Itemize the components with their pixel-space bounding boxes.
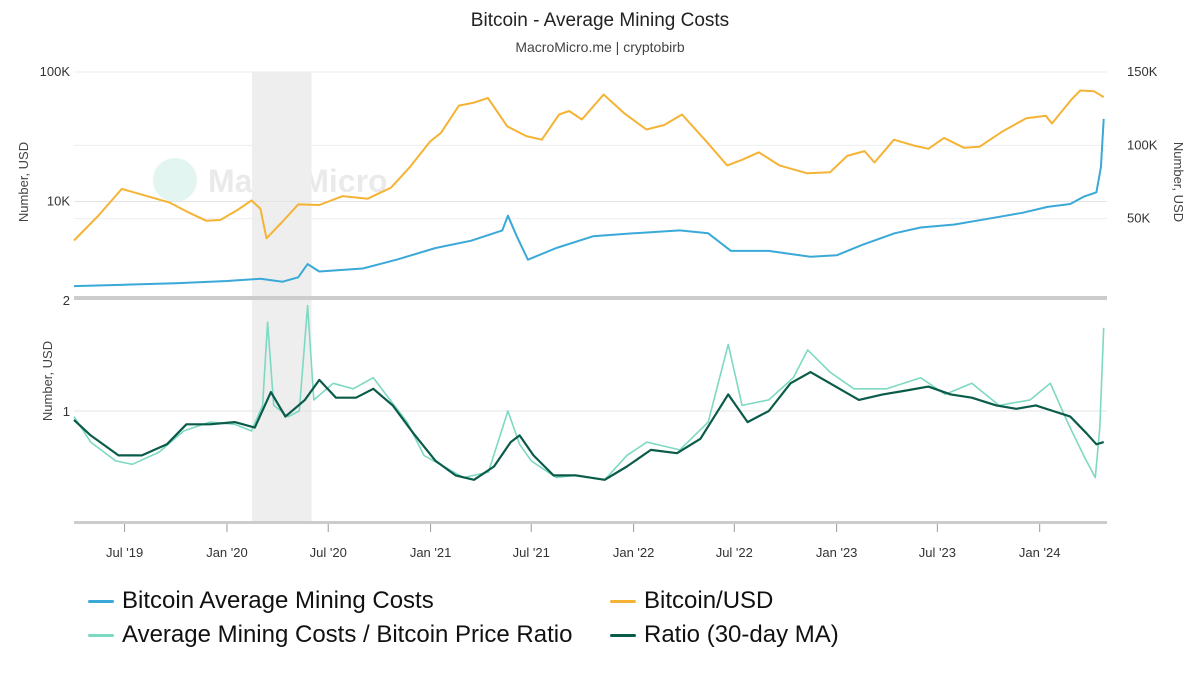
- bottom-tick-label: 1: [63, 404, 70, 419]
- series-line-mining-costs: [73, 118, 1105, 288]
- series-line-bitcoin-usd: [73, 89, 1105, 242]
- series-line-ratio-ma: [73, 371, 1105, 481]
- bottom-tick-label: 2: [63, 293, 70, 308]
- x-tick-label: Jul '21: [513, 545, 550, 560]
- legend-label-ratio: Average Mining Costs / Bitcoin Price Rat…: [122, 621, 573, 648]
- top-left-tick-label: 100K: [40, 64, 71, 79]
- chart-svg: Bitcoin - Average Mining Costs MacroMicr…: [16, 10, 1186, 560]
- legend-label-bitcoin-usd: Bitcoin/USD: [644, 587, 774, 614]
- legend-swatch-bitcoin-usd: [610, 599, 636, 603]
- watermark-icon: [153, 158, 197, 202]
- x-tick-label: Jul '23: [919, 545, 956, 560]
- top-left-axis-title: Number, USD: [16, 142, 31, 222]
- series-layer: [73, 89, 1105, 481]
- legend-swatch-ratio-ma: [610, 633, 636, 637]
- grid-layer: [74, 71, 1107, 412]
- axis-layer: 100K 10K 150K 100K 50K 2 1 Jul '19 Jan '20 Jul '2…: [16, 64, 1186, 560]
- top-right-axis-title: Number, USD: [1171, 142, 1186, 222]
- series-line-ratio: [73, 304, 1105, 481]
- legend-label-mining-costs: Bitcoin Average Mining Costs: [122, 587, 434, 614]
- top-right-tick-label: 150K: [1127, 64, 1158, 79]
- panel-separator: [74, 296, 1107, 300]
- legend-swatch-mining-costs: [88, 599, 114, 603]
- top-left-tick-label: 10K: [47, 193, 70, 208]
- top-right-tick-label: 50K: [1127, 211, 1150, 226]
- x-tick-label: Jan '24: [1019, 545, 1061, 560]
- x-tick-label: Jul '22: [716, 545, 753, 560]
- x-tick-label: Jan '21: [410, 545, 452, 560]
- x-tick-label: Jan '22: [613, 545, 655, 560]
- legend: Bitcoin Average Mining Costs Bitcoin/USD…: [88, 585, 1088, 655]
- x-tick-label: Jan '23: [816, 545, 858, 560]
- top-right-tick-label: 100K: [1127, 137, 1158, 152]
- chart-subtitle: MacroMicro.me | cryptobirb: [515, 39, 685, 55]
- x-axis-line: [74, 521, 1107, 524]
- legend-item-mining-costs[interactable]: Bitcoin Average Mining Costs: [88, 585, 434, 617]
- legend-item-ratio-ma[interactable]: Ratio (30-day MA): [610, 619, 839, 651]
- x-tick-label: Jan '20: [206, 545, 248, 560]
- x-tick-label: Jul '20: [310, 545, 347, 560]
- chart-title: Bitcoin - Average Mining Costs: [471, 10, 729, 31]
- x-tick-label: Jul '19: [106, 545, 143, 560]
- legend-label-ratio-ma: Ratio (30-day MA): [644, 621, 839, 648]
- bottom-axis-title: Number, USD: [40, 341, 55, 421]
- legend-item-ratio[interactable]: Average Mining Costs / Bitcoin Price Rat…: [88, 619, 572, 651]
- legend-swatch-ratio: [88, 633, 114, 637]
- legend-item-bitcoin-usd[interactable]: Bitcoin/USD: [610, 585, 773, 617]
